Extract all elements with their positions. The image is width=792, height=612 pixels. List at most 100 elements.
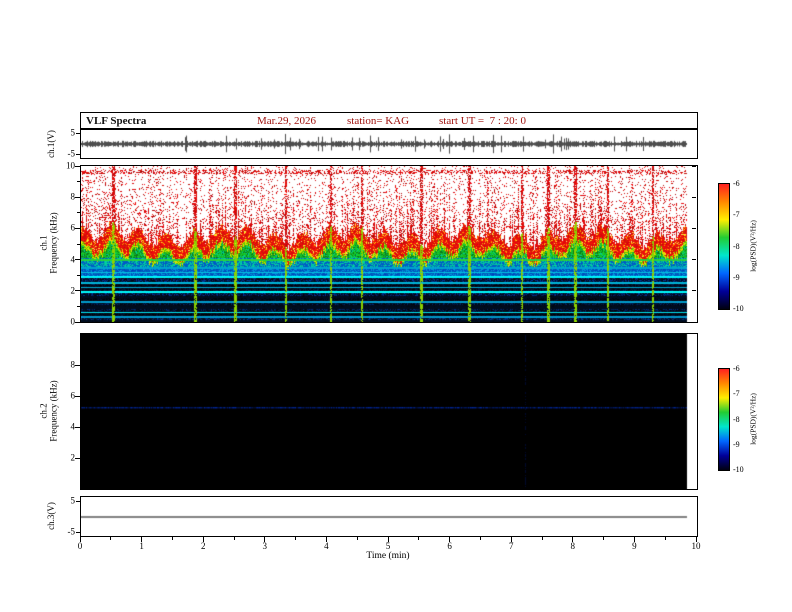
ch1spec-ytick-right [692, 165, 696, 167]
ch1spec-ytick-right [692, 259, 696, 261]
ch1spec-ytick [75, 321, 80, 323]
x-axis-label: Time (min) [366, 551, 410, 561]
colorbar1-tick-label: -10 [733, 304, 744, 313]
ch2spec-ytick [75, 457, 80, 459]
ch1spec-ytick-right [692, 321, 696, 323]
ch2-colorbar-label: log(PSD)(V²/Hz) [748, 393, 758, 445]
x-major-tick [695, 537, 697, 542]
plot-title: VLF Spectra [86, 115, 147, 127]
x-major-tick [510, 537, 512, 542]
ch2-frequency-axis-label: ch.2 Frequency (kHz) [39, 380, 60, 441]
colorbar1-tick-label: -8 [733, 241, 740, 251]
title-box: VLF Spectra Mar.29, 2026 station= KAG st… [80, 112, 698, 129]
start-ut-label: start UT = 7 : 20: 0 [439, 115, 526, 127]
date-label: Mar.29, 2026 [257, 115, 316, 127]
ch1spec-ytick-right [692, 290, 696, 292]
ch1v-ytick-label: -5 [67, 148, 76, 159]
x-minor-tick [110, 537, 112, 540]
ch1spec-minor-ytick [77, 212, 80, 214]
ch1spec-ytick-label: 4 [70, 254, 76, 265]
colorbar2-tick-label: -6 [733, 364, 740, 373]
ch3v-ytick [76, 531, 80, 533]
ch1spec-ytick-right [692, 227, 696, 229]
ch2-spectrogram-panel [80, 333, 698, 490]
ch1v-ytick-label: 5 [70, 127, 76, 138]
colorbar1-tick-label: -7 [733, 210, 740, 220]
ch2spec-ytick [75, 395, 80, 397]
ch3v-ytick-label: 5 [70, 495, 76, 506]
x-major-tick [79, 537, 81, 542]
x-major-tick [633, 537, 635, 542]
ch2-colorbar [718, 368, 730, 471]
ch2-axis-label-line1: ch.2 [38, 403, 49, 419]
x-minor-tick [295, 537, 297, 540]
x-tick-label: 9 [632, 541, 637, 551]
colorbar2-tick-label: -7 [733, 389, 740, 399]
x-major-tick [387, 537, 389, 542]
ch1-frequency-axis-label: ch.1 Frequency (kHz) [39, 212, 60, 273]
ch1spec-ytick [75, 290, 80, 292]
ch2spec-ytick-label: 8 [70, 359, 76, 370]
colorbar2-tick-label: -10 [733, 465, 744, 474]
ch3-voltage-panel [80, 496, 698, 537]
x-tick-label: 4 [324, 541, 329, 551]
ch1spec-ytick [75, 165, 80, 167]
ch1spec-minor-ytick [77, 181, 80, 183]
x-tick-label: 6 [447, 541, 452, 551]
x-minor-tick [664, 537, 666, 540]
ch1spec-minor-ytick [77, 243, 80, 245]
ch3-voltage-waveform [81, 497, 697, 536]
ch1-voltage-axis-label: ch.1(V) [45, 130, 56, 158]
ch2spec-ytick [75, 364, 80, 366]
x-minor-tick [541, 537, 543, 540]
x-major-tick [572, 537, 574, 542]
ch1-spectrogram-panel [80, 165, 698, 323]
ch2spec-ytick [75, 426, 80, 428]
x-tick-label: 7 [508, 541, 514, 551]
x-major-tick [325, 537, 327, 542]
ch1-axis-label-line1: ch.1 [38, 235, 49, 251]
x-minor-tick [603, 537, 605, 540]
ch1v-ytick [76, 153, 80, 155]
ch1v-ytick [76, 132, 80, 134]
x-tick-label: 5 [385, 541, 391, 551]
ch1spec-ytick-label: 10 [66, 160, 75, 171]
ch1-colorbar-label: log(PSD)(V²/Hz) [748, 220, 758, 272]
station-label: station= KAG [347, 115, 410, 127]
ch3-voltage-axis-label: ch.3(V) [45, 502, 56, 530]
ch2-axis-label-line2: Frequency (kHz) [49, 380, 59, 442]
ch1spec-minor-ytick [77, 274, 80, 276]
ch1-voltage-waveform [81, 130, 697, 158]
colorbar1-tick-label: -9 [733, 272, 740, 282]
ch1spec-ytick [75, 227, 80, 229]
ch1spec-minor-ytick [77, 305, 80, 307]
ch1spec-ytick [75, 196, 80, 198]
x-tick-label: 2 [200, 541, 206, 551]
colorbar2-tick-label: -8 [733, 414, 740, 424]
x-tick-label: 10 [691, 541, 701, 551]
ch3v-ytick-label: -5 [67, 526, 76, 537]
x-tick-label: 0 [77, 541, 83, 551]
x-major-tick [202, 537, 204, 542]
ch1-colorbar [718, 183, 730, 310]
ch1-axis-label-line2: Frequency (kHz) [49, 212, 59, 274]
ch2spec-ytick-label: 6 [70, 390, 76, 401]
ch1-spectrogram [81, 166, 697, 322]
ch1spec-ytick-right [692, 196, 696, 198]
ch1spec-ytick [75, 259, 80, 261]
ch1spec-ytick-label: 0 [70, 316, 76, 327]
x-tick-label: 1 [139, 541, 144, 551]
colorbar1-tick-label: -6 [733, 179, 740, 188]
ch2-spectrogram [81, 334, 697, 489]
ch2spec-ytick-label: 4 [70, 421, 76, 432]
x-tick-label: 3 [262, 541, 268, 551]
ch1spec-ytick-label: 6 [70, 222, 76, 233]
x-tick-label: 8 [570, 541, 576, 551]
ch1spec-ytick-label: 2 [70, 285, 76, 296]
x-minor-tick [418, 537, 420, 540]
ch1spec-ytick-label: 8 [70, 191, 76, 202]
x-minor-tick [171, 537, 173, 540]
x-major-tick [264, 537, 266, 542]
x-minor-tick [356, 537, 358, 540]
